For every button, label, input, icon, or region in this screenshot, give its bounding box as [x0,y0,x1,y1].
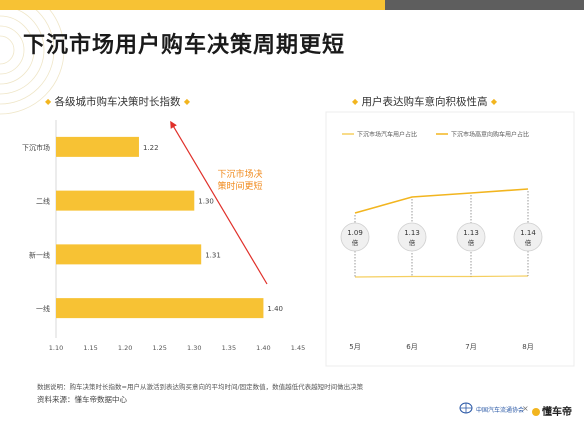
ratio-value-label: 1.13 [463,229,479,237]
x-tick-label: 1.35 [222,344,236,352]
x-month-label: 7月 [465,343,476,351]
ratio-value-label: 1.14 [520,229,536,237]
x-tick-label: 1.25 [152,344,166,352]
bar-value-label: 1.30 [198,198,214,206]
diamond-icon: ◆ [490,97,497,106]
bar-category-label: 新一线 [29,250,50,259]
x-month-label: 5月 [349,343,360,351]
bar-category-label: 下沉市场 [22,143,50,152]
x-tick-label: 1.15 [83,344,97,352]
ratio-bubble [397,222,427,252]
line-chart-frame [325,111,575,367]
page-title: 下沉市场用户购车决策周期更短 [23,33,346,58]
x-tick-label: 1.45 [291,344,305,352]
legend-label: 下沉市场高意向购车用户占比 [451,131,529,139]
series-line-all-users [354,275,529,278]
ratio-bubble [456,222,486,252]
bar-category-label: 二线 [36,197,50,206]
x-month-label: 8月 [522,343,533,351]
ratio-bubble [340,222,370,252]
footer-note: 数据说明：购车决策时长指数=用户从激活到表达购买意向的平均时间/固定数值，数值越… [37,383,364,391]
left-panel-title: ◆ 各级城市购车决策时长指数 ◆ [45,94,190,109]
diamond-icon: ◆ [183,97,190,106]
top-band-gray [385,0,584,10]
bar [56,190,195,211]
bar-value-label: 1.40 [267,305,283,313]
ratio-unit-label: 倍 [409,238,416,247]
left-panel-title-text: 各级城市购车决策时长指数 [54,96,181,108]
association-logo-icon [459,402,473,414]
x-tick-label: 1.30 [187,344,201,352]
brand-association: 中国汽车流通协会 [476,407,525,414]
x-month-label: 6月 [406,343,417,351]
x-tick-label: 1.40 [256,344,270,352]
ratio-value-label: 1.13 [404,229,420,237]
series-line-high-intent [354,188,529,214]
arrow-annotation: 下沉市场决策时间更短 [217,168,262,192]
ratio-bubble [513,222,543,252]
ratio-value-label: 1.09 [347,229,363,237]
x-tick-label: 1.20 [118,344,132,352]
diamond-icon: ◆ [45,97,52,106]
footer-source: 资料来源：懂车帝数据中心 [37,395,127,404]
brand-separator: × [522,404,529,413]
bar [56,244,202,265]
bar-category-label: 一线 [36,304,50,313]
legend-label: 下沉市场汽车用户占比 [357,131,417,139]
bar-value-label: 1.22 [143,144,159,152]
trend-arrow [170,120,268,285]
bar [56,136,139,157]
ratio-unit-label: 倍 [352,238,359,247]
right-panel-title-text: 用户表达购车意向积极性高 [361,96,488,108]
right-panel-title: ◆ 用户表达购车意向积极性高 ◆ [352,94,497,109]
corner-decoration [0,10,65,115]
x-tick-label: 1.10 [49,344,63,352]
brand-dongchedi: 懂车帝 [532,403,572,418]
ratio-unit-label: 倍 [468,238,475,247]
top-band-yellow [0,0,385,10]
diamond-icon: ◆ [352,97,359,106]
bar-value-label: 1.31 [205,251,221,259]
dongchedi-logo-icon [532,408,540,416]
brand-dongchedi-text: 懂车帝 [542,407,572,418]
ratio-unit-label: 倍 [525,238,532,247]
top-band [0,0,584,10]
bar [56,298,264,319]
